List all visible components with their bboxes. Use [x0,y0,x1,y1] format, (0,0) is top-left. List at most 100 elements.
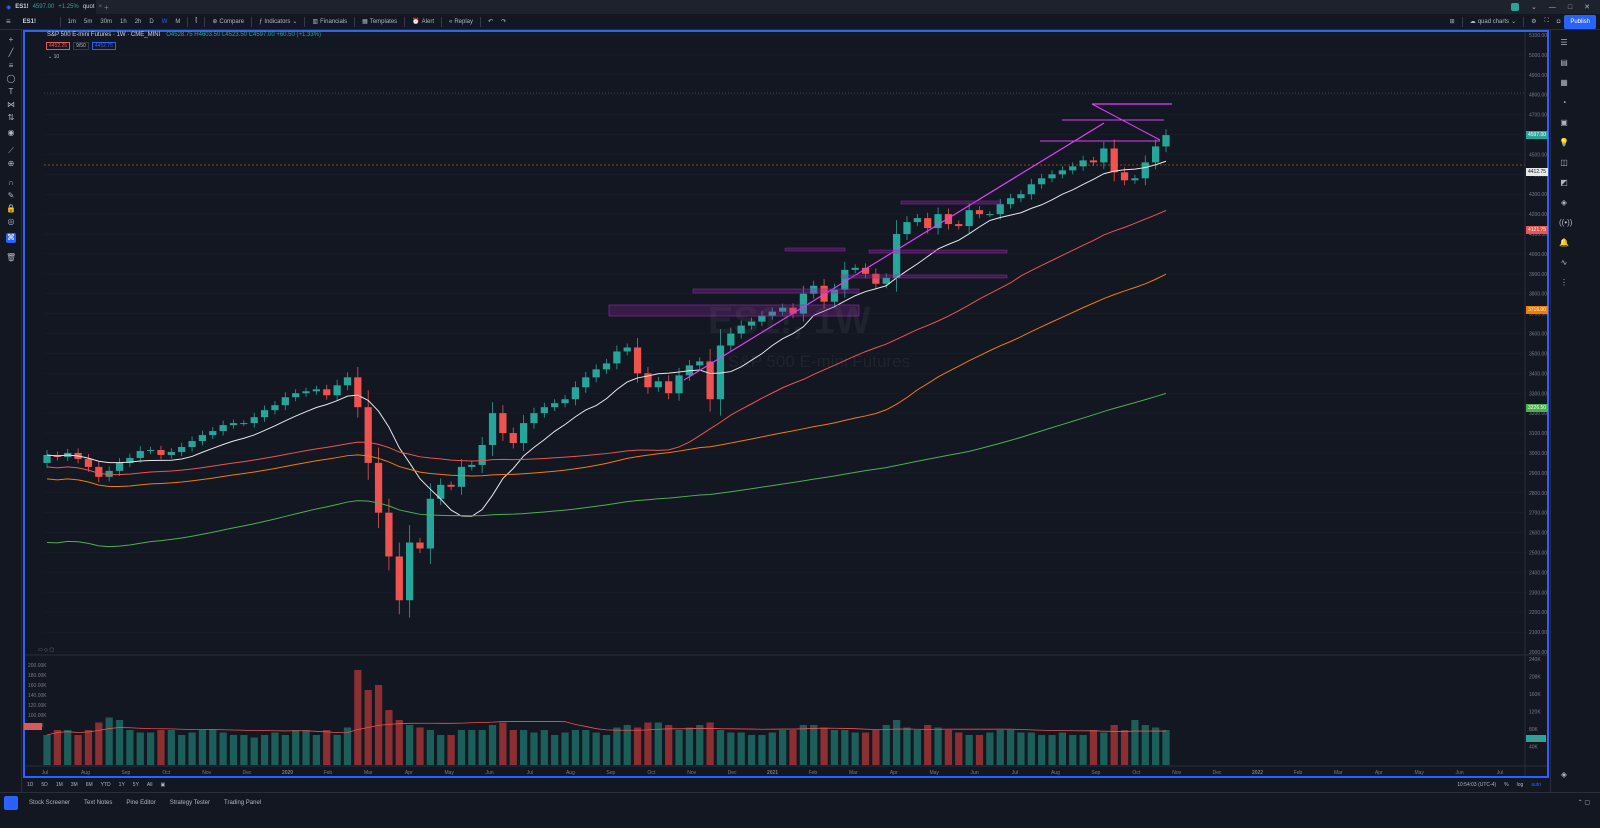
range-1y[interactable]: 1Y [118,782,125,788]
goto-date-icon[interactable]: ▣ [160,782,166,788]
volume-right-tick-label: 120K [1529,710,1541,716]
range-5y[interactable]: 5Y [132,782,139,788]
signal-icon[interactable]: ((•)) [1559,218,1573,227]
panel-text-notes[interactable]: Text Notes [84,799,113,806]
volume-bar [799,725,807,765]
interval-m[interactable]: M [175,18,181,25]
close-window-icon[interactable]: ✕ [1584,4,1590,11]
ideas-icon[interactable]: 💡 [1559,138,1569,147]
collapse-panel-icon[interactable]: ⌃ ▢ [1577,800,1590,806]
tree-icon[interactable]: ⌘ [6,233,16,243]
lock-icon[interactable]: 🔒 [6,204,16,213]
candle-body [571,387,580,400]
interval-1h[interactable]: 1h [120,18,127,25]
interval-w[interactable]: W [161,18,168,25]
account-icon[interactable] [1511,3,1520,11]
settings-gear-icon[interactable]: ⚙ [1531,19,1537,25]
time-tick-label: Feb [324,770,333,776]
text-icon[interactable]: T [8,87,14,96]
percent-toggle[interactable]: % [1504,782,1509,788]
publish-button[interactable]: Publish [1564,14,1596,29]
ruler-icon[interactable]: ⟋ [8,146,14,155]
log-toggle[interactable]: log [1516,782,1524,788]
symbol-search[interactable]: ES1! [22,18,37,25]
streams-icon[interactable]: ◈ [1560,198,1568,207]
range-1d[interactable]: 1D [27,782,34,788]
interval-2h[interactable]: 2h [134,18,142,25]
layout-dropdown[interactable]: ☁ quad charts ⌄ [1466,18,1520,26]
panel-stock-screener[interactable]: Stock Screener [29,799,71,806]
chart-tab[interactable]: ◉ ES1! 4597.00 +1.25% quot × [0,0,102,14]
home-icon[interactable] [4,795,18,810]
calendar-icon[interactable]: ▣ [1560,118,1568,127]
indicator-count[interactable]: ⌄ 10 [48,54,60,60]
comments-icon[interactable]: ◩ [1560,178,1568,187]
more-icon[interactable]: ⋮ [1560,278,1568,287]
fib-icon[interactable]: ≡ [8,61,14,70]
zoom-icon[interactable]: ⊕ [7,159,15,168]
range-ytd[interactable]: YTD [100,782,111,788]
candle-body [872,273,880,284]
panel-pine-editor[interactable]: Pine Editor [126,799,156,806]
camera-icon[interactable]: ◘ [1556,18,1561,25]
magnet-icon[interactable]: ∩ [8,178,14,187]
visibility-icon[interactable]: ◎ [7,217,15,226]
interval-30m[interactable]: 30m [100,18,113,25]
auto-toggle[interactable]: auto [1531,782,1541,788]
price-badge: 4121.75 [1526,225,1549,234]
chat-icon[interactable]: ◫ [1560,158,1568,167]
pattern-icon[interactable]: ⋈ [7,100,15,109]
pane-controls[interactable]: ▭ ◇ ▢ [38,647,54,653]
replay-button[interactable]: «Replay [445,19,477,25]
volume-bar [592,732,600,765]
details-icon[interactable]: ▤ [1560,58,1568,67]
news-icon[interactable]: ▦ [1560,78,1568,87]
legend-title[interactable]: S&P 500 E-mini Futures · 1W · CME_MINI [47,32,161,38]
interval-d[interactable]: D [149,18,154,25]
shape-icon[interactable]: ◯ [6,74,16,83]
panel-trading-panel[interactable]: Trading Panel [224,799,262,806]
close-tab-icon[interactable]: × [98,4,103,10]
range-3m[interactable]: 3M [70,782,78,788]
financials-button[interactable]: ▥ Financials [308,18,351,26]
trash-icon[interactable]: 🗑 [6,253,17,262]
candle-body [1027,184,1035,195]
undo-icon[interactable]: ↶ [488,19,494,25]
volume-bar [281,735,289,765]
watchlist-icon[interactable]: ☰ [1560,38,1568,47]
range-1m[interactable]: 1M [55,782,63,788]
minimize-icon[interactable]: — [1548,3,1556,11]
layout-icon[interactable]: ⊞ [1449,19,1455,25]
crosshair-icon[interactable]: + [8,35,14,44]
menu-icon[interactable]: ≡ [6,17,11,26]
interval-5m[interactable]: 5m [84,18,93,25]
pencil-icon[interactable]: ✎ [7,191,15,200]
range-6m[interactable]: 6M [85,782,93,788]
trendline-icon[interactable]: ╱ [8,48,14,57]
range-5d[interactable]: 5D [41,782,48,788]
eye-icon[interactable]: ◉ [7,128,15,137]
redo-icon[interactable]: ↷ [501,19,507,25]
new-tab-icon[interactable]: + [104,2,109,12]
chart-type-icon[interactable]: ⫿ [195,18,198,24]
volume-bar [488,725,497,765]
maximize-icon[interactable]: □ [1567,3,1573,11]
fullscreen-icon[interactable]: ⛶ [1544,18,1549,24]
panel-strategy-tester[interactable]: Strategy Tester [169,799,210,806]
chart-wave-icon[interactable]: ∿ [1560,258,1568,267]
layers-icon[interactable]: ◈ [1560,770,1568,779]
clock-readout[interactable]: 10:54:03 (UTC-4) [1457,782,1497,788]
clock-icon[interactable]: ◔ [1561,98,1567,107]
time-tick-label: May [444,770,454,776]
alert-button[interactable]: ⏰ Alert [408,18,438,26]
indicators-button[interactable]: ƒ Indicators ⌄ [255,18,301,26]
compare-button[interactable]: ⊕ Compare [208,18,248,26]
chevron-down-icon[interactable]: ⌄ [1531,4,1537,11]
prediction-icon[interactable]: ⇅ [7,113,15,122]
volume-bar [1006,730,1015,765]
range-all[interactable]: All [146,782,153,788]
templates-button[interactable]: ▦ Templates [358,18,401,26]
interval-1m[interactable]: 1m [67,18,77,25]
notifications-icon[interactable]: 🔔 [1559,238,1569,247]
